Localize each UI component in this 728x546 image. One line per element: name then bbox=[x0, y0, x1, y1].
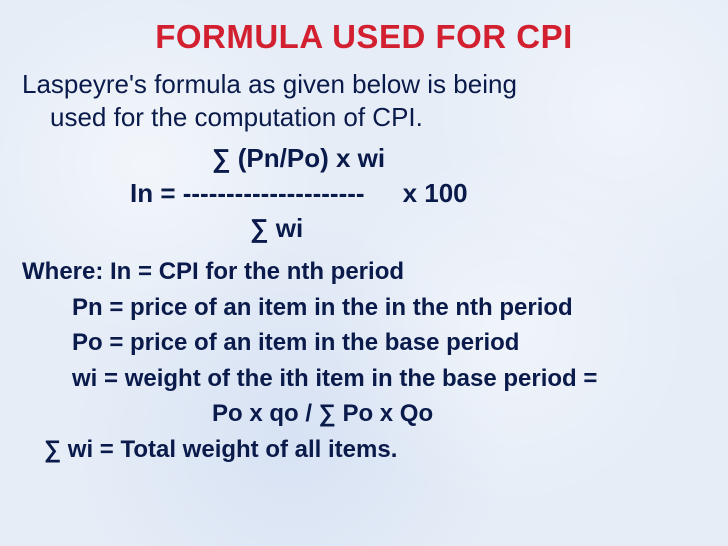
formula-block: ∑ (Pn/Po) x wi In = --------------------… bbox=[22, 141, 706, 246]
intro-text: Laspeyre's formula as given below is bei… bbox=[22, 68, 706, 133]
intro-line-2: used for the computation of CPI. bbox=[22, 101, 706, 134]
where-wi: wi = weight of the ith item in the base … bbox=[22, 361, 706, 397]
where-wi-sub: Po x qo / ∑ Po x Qo bbox=[22, 396, 706, 432]
where-pn: Pn = price of an item in the in the nth … bbox=[22, 290, 706, 326]
slide-title: FORMULA USED FOR CPI bbox=[22, 18, 706, 56]
where-po: Po = price of an item in the base period bbox=[22, 325, 706, 361]
formula-middle: In = --------------------- x 100 bbox=[22, 176, 706, 211]
formula-numerator: ∑ (Pn/Po) x wi bbox=[22, 141, 706, 176]
where-in: Where: In = CPI for the nth period bbox=[22, 254, 706, 290]
where-sum-wi: ∑ wi = Total weight of all items. bbox=[22, 432, 706, 468]
where-block: Where: In = CPI for the nth period Pn = … bbox=[22, 254, 706, 467]
formula-right: x 100 bbox=[403, 178, 468, 208]
formula-left: In = --------------------- bbox=[130, 178, 365, 208]
intro-line-1: Laspeyre's formula as given below is bei… bbox=[22, 68, 706, 101]
formula-denominator: ∑ wi bbox=[22, 211, 706, 246]
